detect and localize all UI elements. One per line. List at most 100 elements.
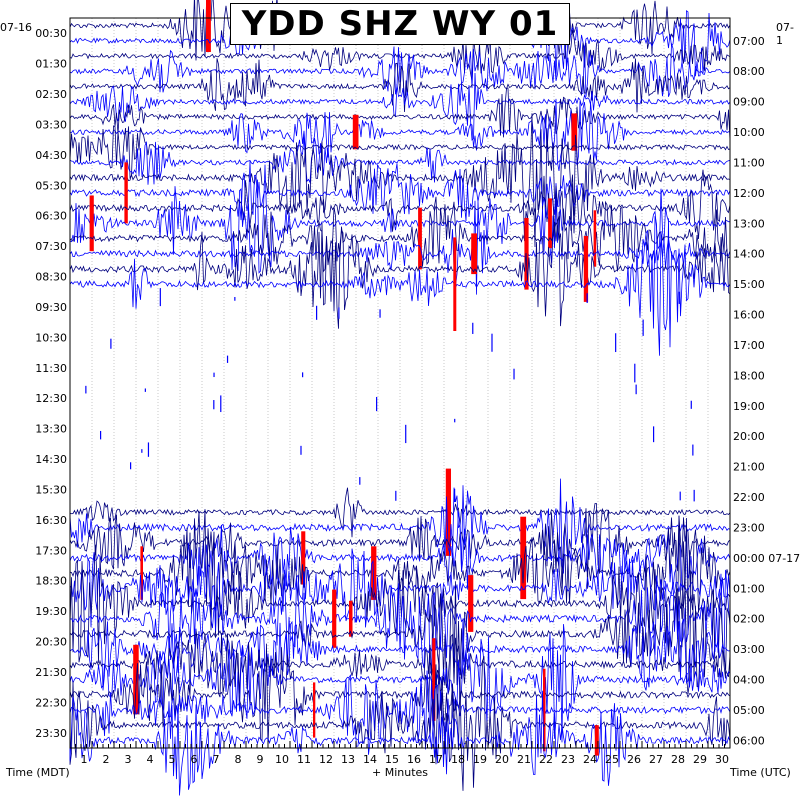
x-tick-label: 23 (561, 753, 575, 766)
time-label-mdt: 00:30 (35, 27, 67, 40)
time-label-mdt: 01:30 (35, 58, 67, 71)
trace-row (69, 503, 731, 589)
trace-row (69, 98, 731, 171)
time-label-utc: 13:00 (733, 217, 765, 230)
clipped-spike (89, 195, 94, 252)
time-label-mdt: 12:30 (35, 392, 67, 405)
clipped-spike (124, 162, 128, 224)
clipped-spike (453, 237, 457, 331)
start-date-label: 07-16 (0, 21, 32, 34)
time-label-utc: 03:00 (733, 643, 765, 656)
time-label-mdt: 02:30 (35, 88, 67, 101)
trace-row (69, 216, 731, 356)
x-tick-label: 29 (693, 753, 707, 766)
time-label-mdt: 22:30 (35, 696, 67, 709)
time-label-mdt: 07:30 (35, 240, 67, 253)
time-label-utc: 14:00 (733, 248, 765, 261)
clipped-spike (468, 575, 474, 632)
x-tick-label: 16 (407, 753, 421, 766)
time-label-utc: 05:00 (733, 704, 765, 717)
trace-row (69, 215, 731, 329)
trace-row (69, 125, 731, 179)
time-label-mdt: 17:30 (35, 544, 67, 557)
time-label-mdt: 05:30 (35, 179, 67, 192)
clipped-spike (520, 516, 527, 600)
time-label-utc: 06:00 (733, 734, 765, 747)
clipped-spike (548, 198, 552, 249)
trace-row (69, 196, 731, 273)
right-axis-title: Time (UTC) (730, 766, 791, 779)
time-label-mdt: 10:30 (35, 331, 67, 344)
x-tick-label: 13 (341, 753, 355, 766)
time-label-utc: 20:00 (733, 430, 765, 443)
time-label-utc: 21:00 (733, 461, 765, 474)
time-label-mdt: 20:30 (35, 636, 67, 649)
chart-title: YDD SHZ WY 01 (241, 4, 559, 44)
trace-row (69, 690, 731, 796)
trace-row (69, 544, 731, 663)
x-tick-label: 15 (385, 753, 399, 766)
trace-row (69, 509, 731, 637)
time-label-utc: 15:00 (733, 278, 765, 291)
time-label-mdt: 03:30 (35, 118, 67, 131)
clipped-spike (418, 207, 422, 270)
time-label-mdt: 11:30 (35, 362, 67, 375)
clipped-spike (371, 546, 377, 600)
time-label-mdt: 13:30 (35, 423, 67, 436)
utc-date-label: 07-1 (776, 21, 794, 47)
trace-row (69, 656, 731, 791)
clipped-spike (594, 725, 599, 756)
x-tick-label: 19 (473, 753, 487, 766)
time-label-utc: 10:00 (733, 126, 765, 139)
x-tick-label: 26 (627, 753, 641, 766)
x-tick-label: 3 (125, 753, 132, 766)
trace-row (69, 643, 731, 748)
clipped-spike (301, 531, 306, 585)
clipped-spike (140, 546, 143, 600)
time-label-utc: 18:00 (733, 369, 765, 382)
x-tick-label: 11 (297, 753, 311, 766)
trace-row (69, 29, 731, 81)
x-tick-label: 2 (103, 753, 110, 766)
time-label-utc: 22:00 (733, 491, 765, 504)
time-label-utc: 02:00 (733, 613, 765, 626)
x-tick-label: 28 (671, 753, 685, 766)
x-tick-label: 10 (275, 753, 289, 766)
x-tick-label: 25 (605, 753, 619, 766)
axis-labels: 1 2 3 4 5 6 7 8 9 10 11 12 13 14 15 16 17 18 19 20 21 22 23 24 2… (35, 27, 800, 766)
x-tick-label: 17 (429, 753, 443, 766)
time-label-mdt: 06:30 (35, 210, 67, 223)
time-label-utc: 07:00 (733, 35, 765, 48)
clipped-spike (313, 682, 316, 738)
x-tick-label: 4 (147, 753, 154, 766)
time-label-utc: 01:00 (733, 582, 765, 595)
clipped-spike (432, 638, 436, 721)
time-label-utc: 16:00 (733, 309, 765, 322)
clipped-spike (583, 236, 589, 302)
trace-row (69, 87, 731, 141)
x-axis-title: + Minutes (372, 766, 429, 779)
axis-ticks (69, 741, 731, 748)
trace-row (69, 43, 731, 98)
clipped-spike (593, 210, 597, 267)
x-tick-label: 27 (649, 753, 663, 766)
trace-row (69, 624, 731, 743)
x-tick-label: 22 (539, 753, 553, 766)
clipped-spike (349, 600, 353, 637)
time-label-utc: 00:00 07-17 (733, 552, 800, 565)
time-label-mdt: 23:30 (35, 727, 67, 740)
clipped-spike (352, 114, 359, 150)
trace-row (69, 200, 731, 295)
trace-row (69, 113, 731, 248)
clipped-spike (524, 217, 529, 290)
time-label-mdt: 16:30 (35, 514, 67, 527)
time-label-mdt: 09:30 (35, 301, 67, 314)
time-label-mdt: 21:30 (35, 666, 67, 679)
clipped-spike (471, 233, 477, 275)
clipped-spike (206, 0, 211, 52)
time-label-utc: 09:00 (733, 96, 765, 109)
time-label-utc: 08:00 (733, 65, 765, 78)
clipped-spike (543, 668, 546, 752)
time-label-utc: 17:00 (733, 339, 765, 352)
